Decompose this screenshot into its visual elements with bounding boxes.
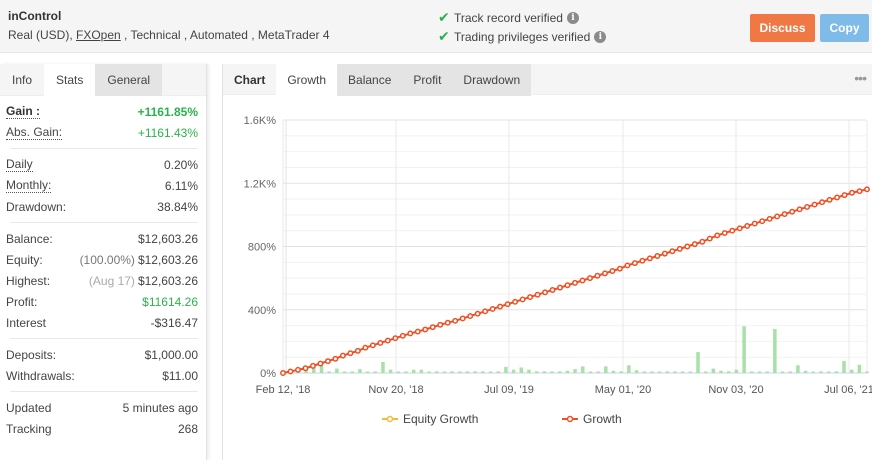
deposits-label: Deposits:	[6, 347, 57, 362]
chart-title: Chart	[234, 73, 266, 87]
chart-grid	[282, 119, 868, 374]
divider	[10, 148, 198, 149]
divider	[10, 391, 198, 392]
svg-text:Growth: Growth	[583, 412, 622, 426]
monthly-label[interactable]: Monthly:	[6, 177, 52, 193]
svg-text:Feb 12, '18: Feb 12, '18	[256, 384, 311, 396]
verification-label: Trading privileges verified	[454, 29, 591, 44]
divider	[10, 222, 198, 223]
chart-tabs: Chart Growth Balance Profit Drawdown	[223, 64, 872, 96]
stat-tracking: Tracking 268	[6, 418, 198, 439]
tab-balance[interactable]: Balance	[337, 64, 403, 96]
equity-label: Equity:	[6, 252, 43, 267]
daily-label[interactable]: Daily	[6, 156, 33, 172]
stat-drawdown: Drawdown: 38.84%	[6, 196, 198, 217]
daily-value: 0.20%	[163, 157, 198, 172]
profit-value: $11614.26	[142, 294, 198, 309]
tab-stats[interactable]: Stats	[44, 64, 96, 96]
gain-label[interactable]: Gain :	[6, 103, 41, 119]
stat-profit: Profit: $11614.26	[6, 291, 198, 312]
svg-text:1.6K%: 1.6K%	[244, 115, 277, 127]
stat-withdrawals: Withdrawals: $11.00	[6, 365, 198, 386]
system-name: inControl	[8, 9, 62, 23]
updated-label: Updated	[6, 400, 52, 415]
stat-updated: Updated 5 minutes ago	[6, 397, 198, 418]
svg-text:Jul 09, '19: Jul 09, '19	[484, 384, 534, 396]
verification-label: Track record verified	[454, 10, 563, 25]
withdrawals-label: Withdrawals:	[6, 368, 75, 383]
x-axis-labels: Feb 12, '18 Nov 20, '18 Jul 09, '19 May 01,…	[256, 384, 872, 396]
updated-value: 5 minutes ago	[122, 400, 198, 415]
tracking-label: Tracking	[6, 421, 52, 436]
growth-line	[280, 186, 870, 376]
stats-panel: Info Stats General Gain : +1161.85% Abs.…	[0, 64, 207, 460]
stats-tabs: Info Stats General	[0, 64, 206, 96]
drawdown-value: 38.84%	[157, 199, 198, 214]
withdrawals-value: $11.00	[162, 368, 198, 383]
tab-growth[interactable]: Growth	[276, 64, 338, 96]
tab-drawdown[interactable]: Drawdown	[452, 64, 532, 96]
equity-percent: (100.00%)	[79, 252, 135, 267]
interest-value: -$316.47	[150, 315, 198, 330]
chart-legend: Equity Growth Growth	[382, 412, 622, 426]
system-header: inControl Real (USD), FXOpen , Technical…	[0, 0, 872, 53]
divider	[10, 338, 198, 339]
svg-text:Jul 06, '21: Jul 06, '21	[824, 384, 872, 396]
balance-label: Balance:	[6, 231, 53, 246]
broker-link[interactable]: FXOpen	[76, 28, 121, 42]
svg-text:Equity Growth: Equity Growth	[403, 412, 478, 426]
stat-interest: Interest -$316.47	[6, 312, 198, 333]
stat-gain: Gain : +1161.85%	[6, 101, 198, 122]
stat-monthly: Monthly: 6.11%	[6, 175, 198, 196]
highest-value: $12,603.26	[137, 273, 198, 288]
tracking-value: 268	[177, 421, 198, 436]
svg-text:Nov 03, '20: Nov 03, '20	[708, 384, 763, 396]
abs-gain-label[interactable]: Abs. Gain:	[6, 124, 63, 140]
info-icon[interactable]: i	[566, 11, 579, 24]
trading-privileges-verified: ✔ Trading privileges verified i	[438, 28, 607, 45]
system-meta: Real (USD), FXOpen , Technical , Automat…	[8, 28, 330, 42]
account-type: Real (USD),	[8, 28, 77, 42]
stat-equity: Equity: (100.00%) $12,603.26	[6, 249, 198, 270]
stat-balance: Balance: $12,603.26	[6, 228, 198, 249]
stat-daily: Daily 0.20%	[6, 154, 198, 175]
tab-info[interactable]: Info	[12, 73, 33, 87]
stat-highest: Highest: (Aug 17) $12,603.26	[6, 270, 198, 291]
highest-date: (Aug 17)	[88, 273, 135, 288]
profit-label: Profit:	[6, 294, 38, 309]
tab-profit[interactable]: Profit	[402, 64, 453, 96]
interest-label: Interest	[6, 315, 47, 330]
svg-text:800%: 800%	[248, 242, 276, 254]
svg-text:Nov 20, '18: Nov 20, '18	[368, 384, 423, 396]
discuss-button[interactable]: Discuss	[750, 14, 815, 42]
gain-value: +1161.85%	[137, 104, 198, 119]
balance-value: $12,603.26	[137, 231, 198, 246]
deposits-value: $1,000.00	[144, 347, 198, 362]
drawdown-label: Drawdown:	[6, 199, 67, 214]
tab-general[interactable]: General	[95, 64, 163, 96]
svg-text:0%: 0%	[260, 368, 276, 380]
chart-panel: Chart Growth Balance Profit Drawdown •••…	[222, 64, 872, 460]
check-icon: ✔	[438, 28, 450, 44]
svg-text:1.2K%: 1.2K%	[244, 178, 277, 190]
copy-button[interactable]: Copy	[820, 14, 869, 42]
more-options-icon[interactable]: •••	[854, 70, 867, 86]
abs-gain-value: +1161.43%	[137, 125, 198, 140]
check-icon: ✔	[438, 9, 450, 25]
growth-chart[interactable]: 0% 400% 800% 1.2K% 1.6K% Feb 12, '18 Nov 20, …	[223, 95, 872, 460]
equity-value: $12,603.26	[137, 252, 198, 267]
track-record-verified: ✔ Track record verified i	[438, 9, 579, 26]
y-axis-labels: 0% 400% 800% 1.2K% 1.6K%	[244, 115, 277, 380]
stat-deposits: Deposits: $1,000.00	[6, 344, 198, 365]
system-tags: , Technical , Automated , MetaTrader 4	[120, 28, 330, 42]
monthly-bars	[289, 326, 869, 373]
svg-text:May 01, '20: May 01, '20	[595, 384, 652, 396]
highest-label: Highest:	[6, 273, 51, 288]
svg-text:400%: 400%	[248, 305, 276, 317]
monthly-value: 6.11%	[164, 178, 198, 193]
stat-abs-gain: Abs. Gain: +1161.43%	[6, 122, 198, 143]
info-icon[interactable]: i	[594, 30, 607, 43]
